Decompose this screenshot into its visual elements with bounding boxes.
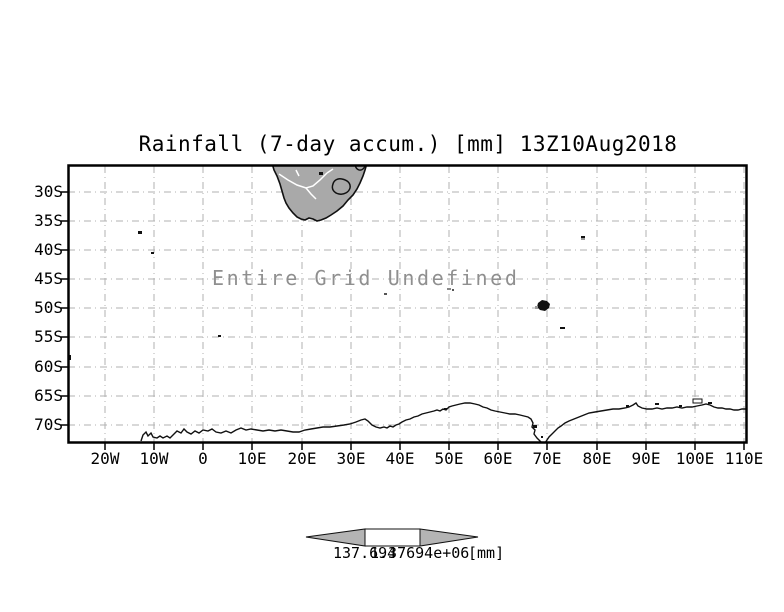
colorbar-units-label: [mm] xyxy=(468,544,505,562)
grid-lines xyxy=(68,166,748,443)
x-axis-label: 0 xyxy=(198,449,208,468)
x-axis-label: 20W xyxy=(90,449,120,468)
island-markers xyxy=(69,231,712,438)
x-axis-label: 60E xyxy=(483,449,513,468)
colorbar-right-arrow xyxy=(419,528,479,547)
colorbar-min-label: 137.694 xyxy=(333,544,397,562)
y-axis-ticks xyxy=(61,191,68,426)
y-axis-label: 60S xyxy=(34,357,63,376)
x-axis-label: 20E xyxy=(287,449,317,468)
colorbar-max-label: 1.37694e+06 xyxy=(370,544,470,562)
y-axis-label: 50S xyxy=(34,298,63,317)
x-axis-label: 50E xyxy=(434,449,464,468)
river-lines xyxy=(278,168,334,200)
x-axis-label: 90E xyxy=(631,449,661,468)
coastal-lagoon-outline xyxy=(354,166,366,171)
x-axis-label: 70E xyxy=(532,449,562,468)
x-axis-label: 40E xyxy=(385,449,415,468)
undefined-grid-message: Entire Grid Undefined xyxy=(212,266,520,290)
x-axis-ticks xyxy=(104,443,745,450)
x-axis-label: 80E xyxy=(582,449,612,468)
x-axis-label: 10W xyxy=(139,449,169,468)
y-axis-label: 35S xyxy=(34,211,63,230)
x-axis-label: 30E xyxy=(336,449,366,468)
x-axis-label: 110E xyxy=(724,449,764,468)
x-axis-label: 100E xyxy=(675,449,715,468)
y-axis-label: 55S xyxy=(34,327,63,346)
x-axis-label: 10E xyxy=(237,449,267,468)
inland-water-dot xyxy=(319,172,323,175)
plot-frame xyxy=(67,164,748,444)
y-axis-label: 70S xyxy=(34,415,63,434)
south-africa-landmass xyxy=(272,166,367,222)
y-axis-label: 40S xyxy=(34,240,63,259)
plot-title: Rainfall (7-day accum.) [mm] 13Z10Aug201… xyxy=(138,132,678,156)
antarctica-coastline xyxy=(140,402,746,442)
y-axis-label: 45S xyxy=(34,269,63,288)
y-axis-label: 30S xyxy=(34,182,63,201)
lesotho-border xyxy=(331,178,351,195)
colorbar xyxy=(305,528,479,547)
y-axis-label: 65S xyxy=(34,386,63,405)
